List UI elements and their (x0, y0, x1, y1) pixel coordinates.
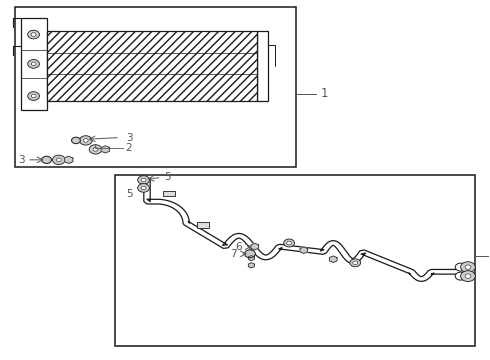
Text: 6: 6 (235, 242, 242, 252)
Circle shape (465, 274, 471, 278)
Circle shape (138, 184, 149, 192)
Bar (163, 191, 175, 197)
Circle shape (455, 272, 466, 280)
Text: 1: 1 (321, 87, 328, 100)
Polygon shape (101, 146, 110, 153)
Bar (257, 31, 268, 101)
Circle shape (83, 139, 88, 142)
Bar (47, 31, 257, 101)
Circle shape (56, 158, 61, 162)
Text: 2: 2 (125, 143, 132, 153)
Circle shape (89, 145, 102, 154)
Circle shape (42, 156, 51, 163)
Text: 3: 3 (126, 132, 133, 143)
Polygon shape (248, 263, 254, 268)
Circle shape (350, 259, 361, 267)
Circle shape (31, 62, 36, 66)
Circle shape (465, 265, 471, 269)
Bar (15, 7, 296, 167)
Circle shape (31, 33, 36, 36)
Bar (21, 18, 47, 110)
Text: 5: 5 (126, 189, 133, 199)
Polygon shape (251, 243, 259, 250)
Circle shape (353, 261, 358, 265)
Circle shape (93, 148, 98, 151)
Circle shape (27, 59, 39, 68)
Polygon shape (329, 256, 337, 262)
Circle shape (287, 241, 292, 245)
Circle shape (245, 250, 255, 258)
Circle shape (72, 137, 80, 144)
Circle shape (52, 155, 65, 165)
Circle shape (461, 262, 475, 273)
Circle shape (79, 136, 92, 145)
Text: 5: 5 (164, 172, 171, 183)
Circle shape (27, 30, 39, 39)
Circle shape (141, 178, 146, 182)
Bar (115, 175, 475, 346)
Bar (197, 222, 209, 228)
Circle shape (141, 186, 146, 190)
Polygon shape (64, 156, 73, 163)
Circle shape (138, 176, 149, 184)
Polygon shape (300, 247, 308, 253)
Circle shape (31, 94, 36, 98)
Circle shape (455, 263, 466, 271)
Polygon shape (248, 256, 254, 261)
Text: 3: 3 (18, 155, 24, 165)
Circle shape (461, 271, 475, 282)
Circle shape (284, 239, 294, 247)
Text: 7: 7 (230, 249, 237, 259)
Circle shape (27, 92, 39, 100)
